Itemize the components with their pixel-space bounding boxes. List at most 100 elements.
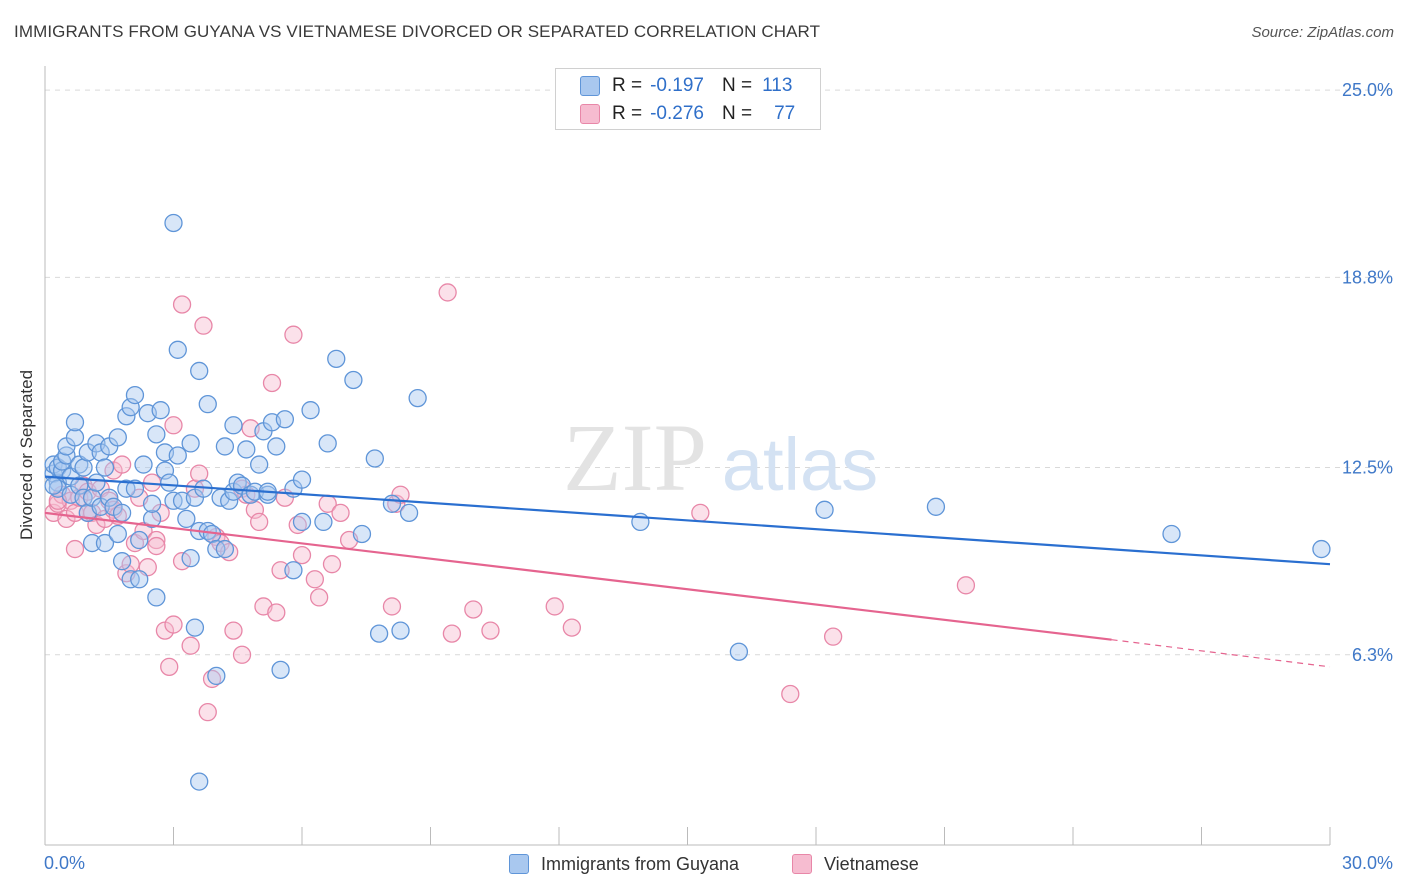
y-axis-label: Divorced or Separated <box>17 369 36 541</box>
data-point <box>823 627 843 646</box>
legend-r-value: -0.276 <box>650 103 704 124</box>
bottom-legend-swatch-blue <box>509 854 529 874</box>
data-point <box>198 702 217 722</box>
data-point <box>481 621 500 640</box>
legend-n-label: N = <box>721 75 753 96</box>
data-point <box>267 437 286 456</box>
data-point <box>215 539 235 559</box>
data-point <box>164 213 183 233</box>
data-point <box>160 657 179 676</box>
data-point <box>181 636 200 655</box>
series-vietnamese-points <box>44 283 976 722</box>
legend-swatch-pink <box>580 104 600 124</box>
data-point <box>168 340 187 359</box>
data-point <box>112 455 132 474</box>
data-point <box>147 425 166 444</box>
data-point <box>142 494 162 513</box>
data-point <box>160 473 179 492</box>
x-tick-label: 30.0% <box>1342 853 1393 873</box>
data-point <box>365 449 384 468</box>
bottom-legend-guyana: Immigrants from Guyana <box>509 852 739 876</box>
data-point <box>275 410 295 429</box>
data-point <box>168 446 187 465</box>
y-tick-label: 25.0% <box>1342 80 1393 100</box>
y-tick-label: 6.3% <box>1352 645 1393 665</box>
data-point <box>215 437 235 456</box>
data-point <box>545 597 564 616</box>
watermark-atlas: atlas <box>722 423 878 506</box>
legend-row-guyana: R = -0.197 N = 113 <box>580 73 792 99</box>
correlation-legend: R = -0.197 N = 113 R = -0.276 N = 77 <box>555 68 821 130</box>
legend-n-value: 113 <box>762 75 793 96</box>
data-point <box>815 500 834 519</box>
y-tick-label: 12.5% <box>1342 458 1393 478</box>
data-point <box>1312 539 1331 559</box>
bottom-legend-swatch-pink <box>792 854 812 874</box>
data-point <box>112 552 132 571</box>
data-point <box>65 539 85 559</box>
data-point <box>442 624 462 643</box>
data-point <box>172 295 192 314</box>
data-point <box>155 461 175 480</box>
data-point <box>309 588 329 607</box>
data-point <box>224 621 243 640</box>
data-point <box>108 524 127 544</box>
data-point <box>237 440 256 459</box>
legend-r-label: R = <box>612 75 643 96</box>
data-point <box>142 509 162 529</box>
data-point <box>121 398 140 417</box>
data-point <box>408 388 427 408</box>
data-point <box>301 401 320 420</box>
data-point <box>95 458 115 477</box>
data-point <box>391 621 410 640</box>
data-point <box>65 428 85 447</box>
data-point <box>781 684 800 704</box>
data-point <box>190 464 209 483</box>
tick-labels: 6.3% 12.5% 18.8% 25.0% 0.0% 30.0% <box>44 80 1393 873</box>
data-point <box>305 570 325 589</box>
data-point <box>190 772 209 791</box>
data-point <box>207 666 226 686</box>
data-point <box>382 597 402 616</box>
data-point <box>292 470 312 489</box>
source-label: Source: ZipAtlas.com <box>1251 24 1394 41</box>
data-point <box>250 455 269 474</box>
data-point <box>194 316 213 335</box>
gridlines <box>45 89 1390 656</box>
legend-r-value: -0.197 <box>650 75 704 96</box>
data-point <box>438 283 457 302</box>
data-point <box>95 533 115 553</box>
legend-swatch-blue <box>580 76 600 96</box>
bottom-legend-label: Immigrants from Guyana <box>541 853 740 874</box>
data-point <box>271 561 290 580</box>
data-point <box>327 349 346 369</box>
data-point <box>125 385 145 405</box>
legend-r-label: R = <box>612 103 643 124</box>
data-point <box>220 491 239 510</box>
data-point <box>399 503 419 523</box>
data-point <box>926 497 946 516</box>
data-point <box>224 416 243 435</box>
x-tick-label: 0.0% <box>44 853 85 873</box>
data-point <box>147 588 166 607</box>
data-point <box>369 624 389 643</box>
data-point <box>322 555 342 574</box>
data-point <box>262 373 282 393</box>
trend-line-extension <box>1111 639 1331 668</box>
data-point <box>190 361 209 381</box>
data-point <box>691 503 710 523</box>
data-point <box>729 642 749 661</box>
data-point <box>151 401 170 420</box>
data-point <box>352 524 372 544</box>
data-point <box>130 530 149 550</box>
watermark-zip: ZIP <box>563 404 707 511</box>
data-point <box>100 488 119 507</box>
bottom-legend-vietnamese: Vietnamese <box>792 852 919 876</box>
data-point <box>292 545 312 565</box>
data-point <box>74 458 93 477</box>
data-point <box>331 503 350 523</box>
axes <box>44 66 1331 846</box>
data-point <box>130 570 149 589</box>
trend-lines <box>44 475 1331 668</box>
data-point <box>232 645 252 664</box>
